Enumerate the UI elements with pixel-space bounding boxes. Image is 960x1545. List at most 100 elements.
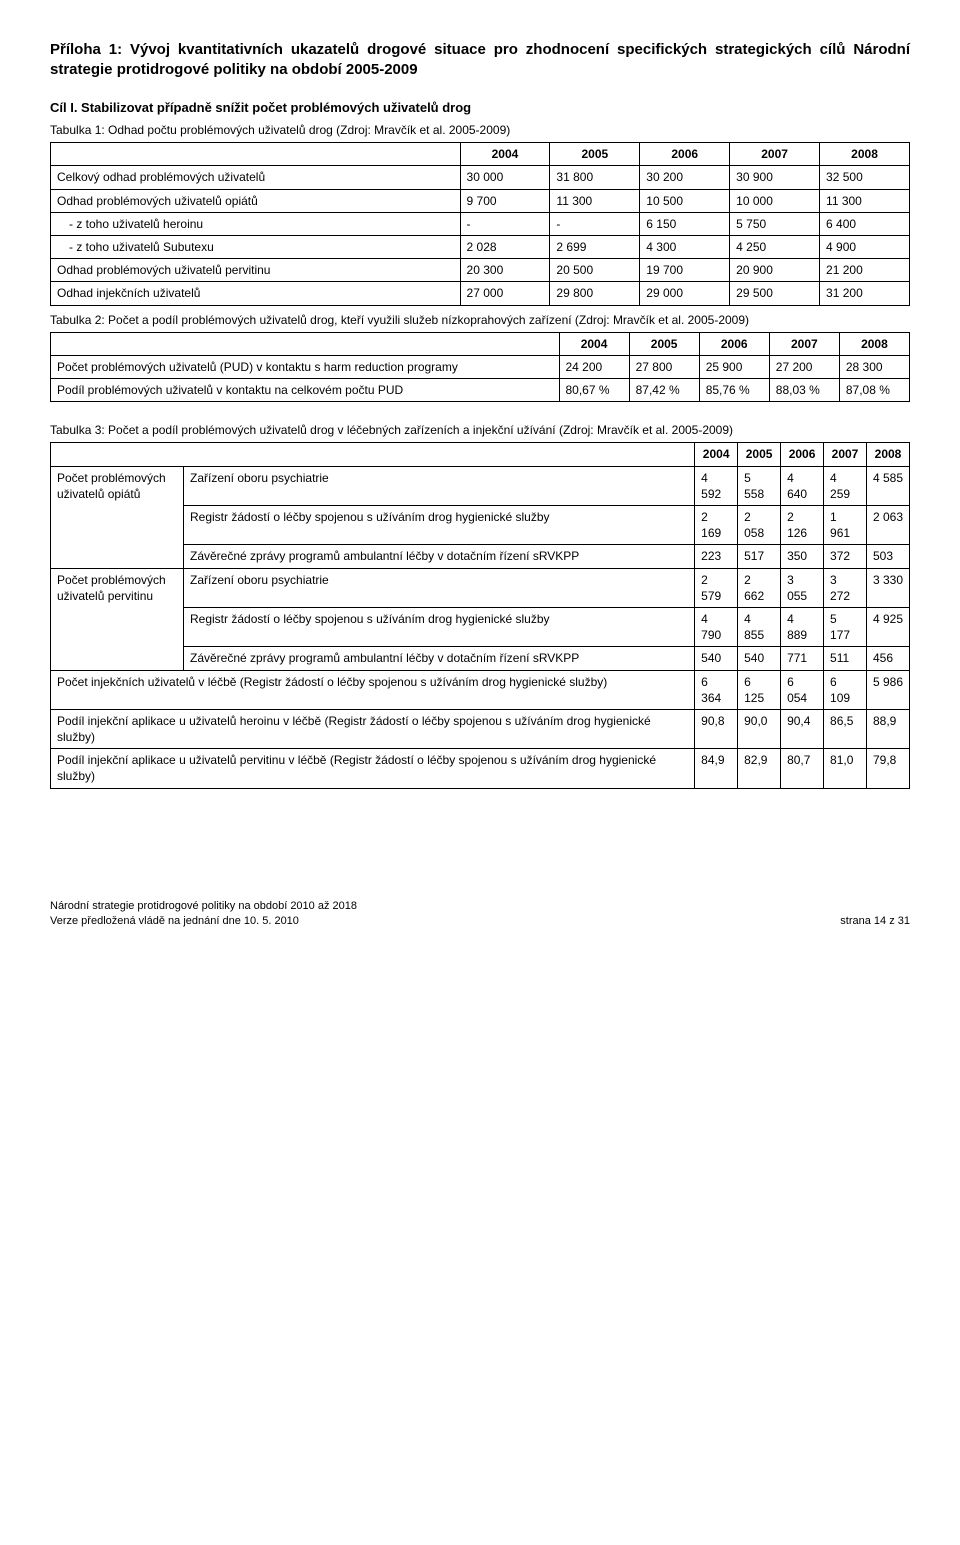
cell-value: 4 592 bbox=[695, 466, 738, 505]
table2-year: 2008 bbox=[839, 332, 909, 355]
cell-value: 4 259 bbox=[824, 466, 867, 505]
row-group-label: Počet problémových uživatelů pervitinu bbox=[51, 568, 184, 670]
table-row: Počet problémových uživatelů pervitinuZa… bbox=[51, 568, 910, 607]
table-row: Počet problémových uživatelů opiátůZaříz… bbox=[51, 466, 910, 505]
cell-value: 4 790 bbox=[695, 607, 738, 646]
row-label: Podíl problémových uživatelů v kontaktu … bbox=[51, 379, 560, 402]
table2-year: 2005 bbox=[629, 332, 699, 355]
cell-value: 517 bbox=[738, 545, 781, 568]
table-row: - z toho uživatelů Subutexu2 0282 6994 3… bbox=[51, 235, 910, 258]
table1-year: 2005 bbox=[550, 143, 640, 166]
footer-left-line2: Verze předložená vládě na jednání dne 10… bbox=[50, 914, 357, 929]
table-row: Odhad problémových uživatelů pervitinu20… bbox=[51, 259, 910, 282]
table3-header-blank bbox=[51, 443, 695, 466]
cell-value: 350 bbox=[781, 545, 824, 568]
cell-value: 19 700 bbox=[640, 259, 730, 282]
row-label: Závěrečné zprávy programů ambulantní léč… bbox=[184, 545, 695, 568]
table2-year: 2004 bbox=[559, 332, 629, 355]
table3-year: 2006 bbox=[781, 443, 824, 466]
table-row: Počet injekčních uživatelů v léčbě (Regi… bbox=[51, 670, 910, 709]
cell-value: 4 889 bbox=[781, 607, 824, 646]
cell-value: 4 855 bbox=[738, 607, 781, 646]
cell-value: 2 028 bbox=[460, 235, 550, 258]
cell-value: 223 bbox=[695, 545, 738, 568]
cell-value: 771 bbox=[781, 647, 824, 670]
cell-value: 4 250 bbox=[730, 235, 820, 258]
table3-year: 2007 bbox=[824, 443, 867, 466]
row-label: - z toho uživatelů heroinu bbox=[51, 212, 461, 235]
cell-value: 6 109 bbox=[824, 670, 867, 709]
table1-year: 2006 bbox=[640, 143, 730, 166]
cell-value: 6 150 bbox=[640, 212, 730, 235]
cell-value: 9 700 bbox=[460, 189, 550, 212]
table2-year: 2007 bbox=[769, 332, 839, 355]
row-label: Odhad injekčních uživatelů bbox=[51, 282, 461, 305]
row-label: Počet problémových uživatelů (PUD) v kon… bbox=[51, 355, 560, 378]
cell-value: 86,5 bbox=[824, 709, 867, 748]
table1-year: 2008 bbox=[820, 143, 910, 166]
cell-value: 540 bbox=[695, 647, 738, 670]
cell-value: - bbox=[460, 212, 550, 235]
cell-value: 6 125 bbox=[738, 670, 781, 709]
cell-value: 29 000 bbox=[640, 282, 730, 305]
table-row: Odhad injekčních uživatelů27 00029 80029… bbox=[51, 282, 910, 305]
cell-value: 540 bbox=[738, 647, 781, 670]
cell-value: 20 300 bbox=[460, 259, 550, 282]
cell-value: 27 000 bbox=[460, 282, 550, 305]
cell-value: 2 058 bbox=[738, 506, 781, 545]
cell-value: 31 800 bbox=[550, 166, 640, 189]
table1-header-blank bbox=[51, 143, 461, 166]
row-label: Závěrečné zprávy programů ambulantní léč… bbox=[184, 647, 695, 670]
cell-value: 88,03 % bbox=[769, 379, 839, 402]
cell-value: 11 300 bbox=[550, 189, 640, 212]
section-cil: Cíl I. Stabilizovat případně snížit poče… bbox=[50, 99, 910, 117]
table-row: Podíl problémových uživatelů v kontaktu … bbox=[51, 379, 910, 402]
row-label: Počet injekčních uživatelů v léčbě (Regi… bbox=[51, 670, 695, 709]
cell-value: 32 500 bbox=[820, 166, 910, 189]
cell-value: 80,7 bbox=[781, 749, 824, 788]
table-row: Podíl injekční aplikace u uživatelů hero… bbox=[51, 709, 910, 748]
table3-caption: Tabulka 3: Počet a podíl problémových už… bbox=[50, 422, 910, 438]
cell-value: 84,9 bbox=[695, 749, 738, 788]
cell-value: 80,67 % bbox=[559, 379, 629, 402]
cell-value: 90,8 bbox=[695, 709, 738, 748]
cell-value: 20 500 bbox=[550, 259, 640, 282]
table-row: Počet problémových uživatelů (PUD) v kon… bbox=[51, 355, 910, 378]
table-row: Celkový odhad problémových uživatelů30 0… bbox=[51, 166, 910, 189]
row-label: Registr žádostí o léčby spojenou s užívá… bbox=[184, 607, 695, 646]
table1-year: 2007 bbox=[730, 143, 820, 166]
cell-value: 85,76 % bbox=[699, 379, 769, 402]
cell-value: 10 500 bbox=[640, 189, 730, 212]
cell-value: 31 200 bbox=[820, 282, 910, 305]
table1-year: 2004 bbox=[460, 143, 550, 166]
cell-value: 4 585 bbox=[866, 466, 909, 505]
row-label: Odhad problémových uživatelů pervitinu bbox=[51, 259, 461, 282]
cell-value: 2 662 bbox=[738, 568, 781, 607]
cell-value: 4 640 bbox=[781, 466, 824, 505]
cell-value: 79,8 bbox=[866, 749, 909, 788]
cell-value: 30 000 bbox=[460, 166, 550, 189]
page-title: Příloha 1: Vývoj kvantitativních ukazate… bbox=[50, 40, 910, 81]
table-row: Podíl injekční aplikace u uživatelů perv… bbox=[51, 749, 910, 788]
table3-year: 2004 bbox=[695, 443, 738, 466]
table1-header-row: 2004 2005 2006 2007 2008 bbox=[51, 143, 910, 166]
cell-value: 20 900 bbox=[730, 259, 820, 282]
row-label: Podíl injekční aplikace u uživatelů perv… bbox=[51, 749, 695, 788]
row-label: Zařízení oboru psychiatrie bbox=[184, 568, 695, 607]
cell-value: 4 925 bbox=[866, 607, 909, 646]
footer-page-number: strana 14 z 31 bbox=[840, 914, 910, 929]
cell-value: 5 558 bbox=[738, 466, 781, 505]
cell-value: 24 200 bbox=[559, 355, 629, 378]
cell-value: 90,4 bbox=[781, 709, 824, 748]
table2-caption: Tabulka 2: Počet a podíl problémových už… bbox=[50, 312, 910, 328]
cell-value: 29 800 bbox=[550, 282, 640, 305]
cell-value: 2 579 bbox=[695, 568, 738, 607]
cell-value: 28 300 bbox=[839, 355, 909, 378]
cell-value: 5 177 bbox=[824, 607, 867, 646]
cell-value: 3 272 bbox=[824, 568, 867, 607]
table2-header-blank bbox=[51, 332, 560, 355]
row-label: Podíl injekční aplikace u uživatelů hero… bbox=[51, 709, 695, 748]
table2-header-row: 2004 2005 2006 2007 2008 bbox=[51, 332, 910, 355]
cell-value: 511 bbox=[824, 647, 867, 670]
table2: 2004 2005 2006 2007 2008 Počet problémov… bbox=[50, 332, 910, 403]
